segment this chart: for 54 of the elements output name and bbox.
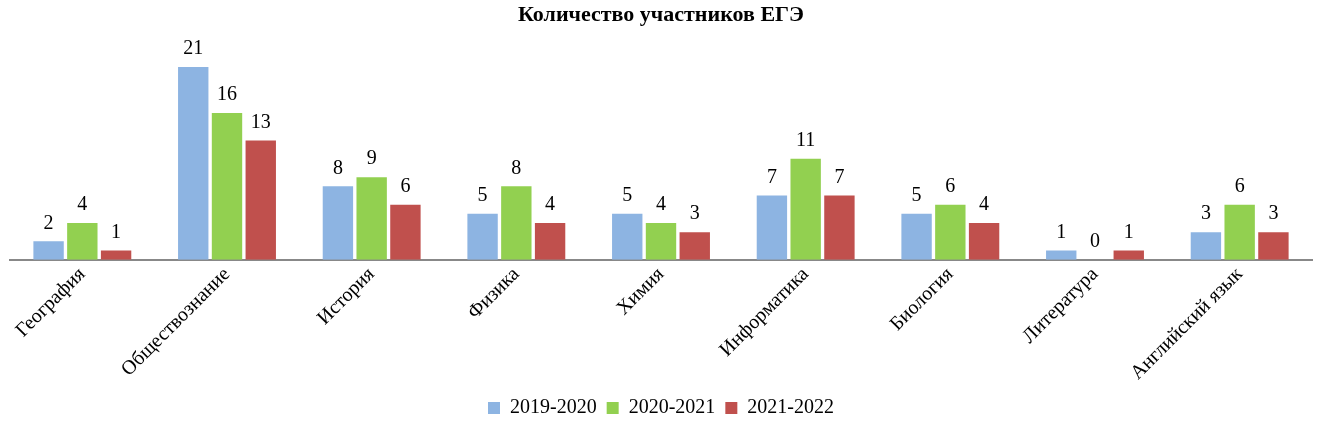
data-label: 13 (250, 109, 271, 132)
legend-label: 2021-2022 (747, 395, 834, 418)
bar (1190, 232, 1222, 260)
data-label: 5 (622, 183, 633, 206)
data-label: 2 (43, 210, 54, 233)
bar (33, 241, 64, 260)
data-label: 5 (477, 183, 488, 206)
data-label: 7 (834, 164, 845, 187)
data-label: 21 (183, 36, 204, 59)
data-label: 6 (945, 173, 956, 196)
legend-label: 2020-2021 (628, 395, 716, 418)
data-label: 6 (400, 173, 411, 196)
bar (534, 223, 566, 260)
bar (935, 204, 966, 260)
data-label: 3 (1268, 201, 1279, 224)
bar (1224, 204, 1255, 260)
data-label: 9 (366, 146, 377, 169)
bar (67, 223, 98, 260)
bar (679, 232, 710, 260)
chart-title: Количество участников ЕГЭ (518, 0, 804, 26)
bar (824, 195, 855, 260)
data-label: 7 (766, 164, 777, 187)
data-label: 4 (656, 192, 666, 215)
data-label: 1 (1056, 219, 1067, 242)
data-label: 8 (511, 155, 522, 178)
data-label: 0 (1090, 228, 1100, 251)
bar (390, 204, 421, 260)
data-label: 6 (1234, 173, 1245, 196)
bar (245, 140, 276, 260)
data-label: 16 (217, 82, 237, 105)
data-label: 4 (77, 192, 88, 215)
data-label: 1 (111, 219, 122, 242)
bar (901, 213, 932, 260)
bar (178, 67, 209, 260)
data-label: 4 (545, 192, 556, 215)
bar (756, 195, 788, 260)
data-label: 8 (332, 155, 343, 178)
bar (612, 213, 643, 260)
bar (645, 223, 677, 260)
data-label: 4 (979, 192, 990, 215)
bar (790, 158, 821, 260)
data-label: 11 (796, 128, 816, 151)
bar (322, 186, 354, 260)
bar (968, 223, 1000, 260)
bar (467, 213, 498, 260)
bar (356, 177, 387, 260)
data-label: 3 (1200, 201, 1211, 224)
legend-label: 2019-2020 (510, 395, 597, 418)
data-label: 3 (689, 201, 700, 224)
bar (501, 186, 532, 260)
bar (1258, 232, 1289, 260)
data-label: 5 (911, 183, 922, 206)
bar (211, 112, 243, 260)
data-label: 1 (1123, 219, 1134, 242)
